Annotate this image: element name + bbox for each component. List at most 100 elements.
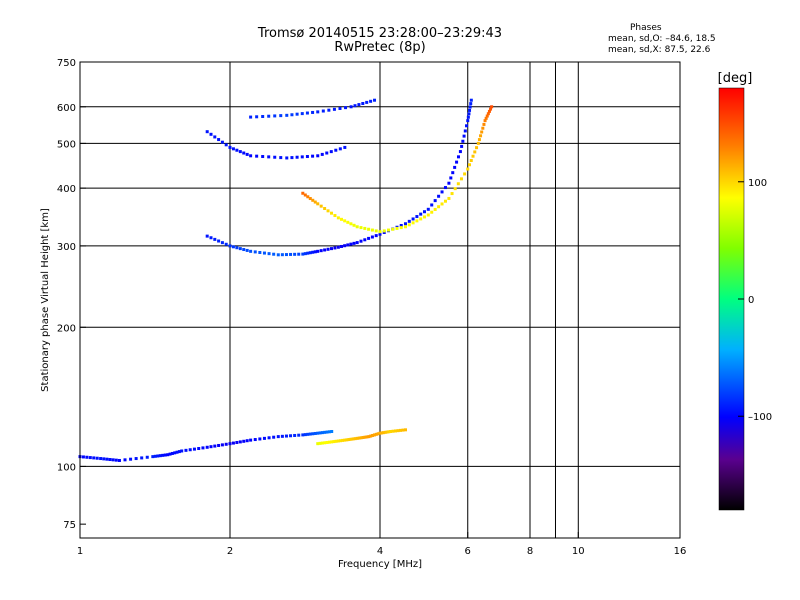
data-point	[220, 241, 224, 245]
data-point	[334, 148, 338, 152]
data-point	[323, 206, 327, 210]
data-point	[343, 145, 347, 149]
data-point	[355, 436, 359, 440]
data-point	[341, 438, 345, 442]
data-point	[88, 456, 92, 460]
data-point	[374, 234, 378, 238]
data-point	[376, 432, 380, 436]
data-point	[483, 119, 487, 123]
data-point	[396, 429, 400, 433]
data-point	[332, 440, 336, 444]
data-point	[346, 220, 350, 224]
data-point	[371, 433, 375, 437]
data-point	[228, 244, 232, 248]
data-point	[357, 436, 361, 440]
data-point	[209, 132, 213, 136]
data-point	[327, 430, 331, 434]
data-point	[353, 104, 357, 108]
data-point	[276, 435, 280, 439]
data-point	[249, 115, 253, 119]
data-point	[451, 171, 455, 175]
data-point	[205, 130, 209, 134]
y-tick-label: 750	[57, 58, 76, 69]
data-point	[357, 103, 361, 107]
data-point	[301, 191, 305, 195]
data-point	[192, 447, 196, 451]
data-point	[258, 250, 262, 254]
data-point	[411, 217, 415, 221]
data-point	[170, 451, 174, 455]
data-point	[481, 126, 485, 130]
data-point	[359, 239, 363, 243]
data-point	[231, 147, 235, 151]
data-point	[440, 190, 444, 194]
data-point	[415, 219, 419, 223]
data-point	[316, 442, 320, 446]
x-tick-label: 8	[527, 546, 533, 557]
data-point	[489, 107, 493, 111]
data-point	[249, 438, 253, 442]
data-point	[485, 114, 489, 118]
data-point	[447, 181, 451, 185]
data-point	[284, 253, 288, 257]
data-point	[311, 250, 315, 254]
data-point	[456, 182, 460, 186]
data-point	[359, 226, 363, 230]
data-point	[363, 435, 367, 439]
data-point	[276, 253, 280, 257]
grid-lines	[80, 62, 680, 538]
data-point	[95, 456, 99, 460]
data-point	[468, 163, 472, 167]
data-point	[238, 150, 242, 154]
data-point	[346, 243, 350, 247]
x-tick-label: 4	[377, 546, 383, 557]
data-point	[484, 116, 488, 120]
data-point	[305, 111, 309, 115]
y-tick-label: 300	[57, 242, 76, 253]
data-point	[325, 440, 329, 444]
data-point	[261, 114, 265, 118]
y-tick-label: 200	[57, 323, 76, 334]
data-point	[235, 246, 239, 250]
data-point	[280, 434, 284, 438]
data-point	[295, 112, 299, 116]
data-point	[313, 250, 317, 254]
data-point	[389, 429, 393, 433]
data-point	[386, 228, 390, 232]
data-point	[336, 216, 340, 220]
data-point	[177, 450, 181, 454]
data-point	[419, 212, 423, 216]
data-point	[253, 250, 257, 254]
y-tick-label: 75	[63, 520, 76, 531]
data-point	[209, 445, 213, 449]
data-point	[461, 139, 465, 143]
data-point	[280, 253, 284, 257]
data-point	[323, 430, 327, 434]
data-point	[261, 155, 265, 159]
data-point	[469, 98, 473, 102]
data-point	[471, 154, 475, 158]
data-point	[262, 251, 266, 255]
data-point	[245, 248, 249, 252]
x-tick-label: 2	[227, 546, 233, 557]
data-point	[430, 210, 434, 214]
data-point	[114, 458, 118, 462]
data-point	[253, 438, 257, 442]
data-point	[242, 439, 246, 443]
data-point	[102, 457, 106, 461]
data-point	[382, 230, 386, 234]
data-point	[311, 198, 315, 202]
y-tick-label: 600	[57, 103, 76, 114]
data-point	[355, 225, 359, 229]
chart-subtitle: RwPretec (8p)	[334, 40, 426, 55]
data-point	[490, 105, 494, 109]
data-point	[318, 441, 322, 445]
data-point	[313, 431, 317, 435]
data-point	[469, 158, 473, 162]
colorbar-tick-label: 0	[748, 295, 754, 306]
data-point	[370, 228, 374, 232]
data-point	[303, 433, 307, 437]
data-point	[422, 215, 426, 219]
data-point	[279, 114, 283, 118]
data-point	[325, 430, 329, 434]
